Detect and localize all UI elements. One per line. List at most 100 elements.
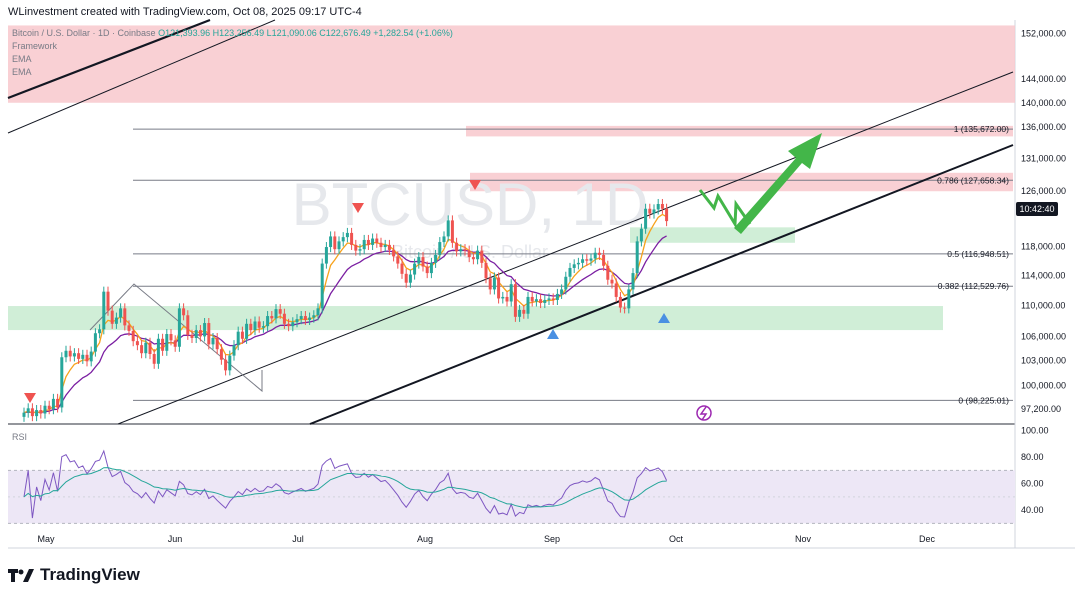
- candle-body-24[interactable]: [123, 308, 127, 326]
- candle-body-45[interactable]: [211, 337, 215, 345]
- target-arrow[interactable]: [734, 133, 822, 234]
- ema-slow-line[interactable]: [23, 235, 667, 414]
- candle-body-131[interactable]: [572, 264, 576, 268]
- candle-body-64[interactable]: [291, 322, 295, 327]
- candle-body-130[interactable]: [568, 267, 572, 277]
- candle-body-103[interactable]: [455, 242, 459, 252]
- candle-body-86[interactable]: [383, 244, 387, 248]
- candle-body-146[interactable]: [635, 241, 639, 274]
- lightning-event-icon[interactable]: [696, 405, 712, 421]
- candle-body-16[interactable]: [89, 351, 93, 362]
- candle-body-5[interactable]: [43, 405, 47, 414]
- candle-body-111[interactable]: [488, 278, 492, 290]
- candle-body-79[interactable]: [354, 244, 358, 251]
- candle-body-14[interactable]: [81, 354, 85, 359]
- zone-demand-3[interactable]: [8, 306, 943, 331]
- candle-body-9[interactable]: [60, 357, 64, 408]
- candle-body-141[interactable]: [614, 283, 618, 297]
- candle-body-123[interactable]: [539, 299, 543, 304]
- candle-body-104[interactable]: [459, 249, 463, 252]
- zone-supply-1[interactable]: [466, 125, 1013, 137]
- candle-body-81[interactable]: [362, 239, 366, 250]
- candle-body-44[interactable]: [207, 323, 211, 345]
- candle-body-110[interactable]: [484, 262, 488, 279]
- candle-body-39[interactable]: [186, 315, 190, 335]
- rsi-ma-line[interactable]: [23, 467, 667, 508]
- candle-body-119[interactable]: [522, 309, 526, 314]
- candle-body-151[interactable]: [656, 204, 660, 210]
- zone-supply-2[interactable]: [470, 172, 1013, 192]
- channel-upper-black-line[interactable]: [7, 18, 211, 100]
- candle-body-133[interactable]: [581, 259, 585, 263]
- candle-body-48[interactable]: [224, 359, 228, 371]
- legend-indicator-ema-2[interactable]: EMA: [12, 67, 32, 77]
- candle-body-57[interactable]: [261, 326, 265, 328]
- candle-body-46[interactable]: [215, 337, 219, 350]
- candle-body-3[interactable]: [35, 410, 39, 417]
- candle-body-20[interactable]: [106, 291, 110, 311]
- candle-body-42[interactable]: [198, 330, 202, 337]
- candle-body-54[interactable]: [249, 323, 253, 331]
- candle-body-125[interactable]: [547, 298, 551, 300]
- candle-body-107[interactable]: [471, 257, 475, 260]
- candle-body-73[interactable]: [329, 236, 333, 248]
- candle-body-10[interactable]: [64, 350, 68, 358]
- candle-body-26[interactable]: [131, 330, 135, 342]
- candle-body-117[interactable]: [513, 284, 517, 317]
- candle-body-55[interactable]: [253, 321, 257, 331]
- candle-body-43[interactable]: [203, 323, 207, 337]
- candle-body-33[interactable]: [161, 338, 165, 351]
- candle-body-91[interactable]: [404, 273, 408, 283]
- candle-body-88[interactable]: [392, 249, 396, 257]
- candle-body-129[interactable]: [564, 276, 568, 290]
- candle-body-30[interactable]: [148, 342, 152, 355]
- candle-body-128[interactable]: [560, 289, 564, 294]
- candle-body-96[interactable]: [425, 266, 429, 274]
- candle-body-106[interactable]: [467, 250, 471, 258]
- candle-body-126[interactable]: [551, 298, 555, 300]
- candle-body-102[interactable]: [450, 220, 454, 243]
- candle-body-12[interactable]: [72, 353, 76, 357]
- rsi-pane-label[interactable]: RSI: [12, 432, 28, 442]
- candle-body-143[interactable]: [623, 307, 627, 309]
- candle-body-35[interactable]: [169, 334, 173, 341]
- candle-body-120[interactable]: [526, 296, 530, 314]
- candle-body-98[interactable]: [434, 254, 438, 263]
- candle-body-72[interactable]: [324, 247, 328, 264]
- signal-marker-up-4[interactable]: [658, 313, 670, 323]
- candle-body-101[interactable]: [446, 220, 450, 237]
- candle-body-85[interactable]: [379, 242, 383, 248]
- candle-body-105[interactable]: [463, 249, 467, 251]
- candle-body-78[interactable]: [350, 232, 354, 245]
- candle-body-1[interactable]: [26, 408, 30, 413]
- candle-body-36[interactable]: [173, 340, 177, 347]
- zone-demand-4[interactable]: [630, 227, 795, 243]
- pullback-arrow[interactable]: [698, 189, 752, 229]
- zone-supply-0[interactable]: [8, 25, 1015, 103]
- candle-body-95[interactable]: [421, 257, 425, 267]
- candle-body-67[interactable]: [303, 316, 307, 320]
- candle-body-52[interactable]: [240, 331, 244, 339]
- candle-body-100[interactable]: [442, 236, 446, 243]
- candle-body-19[interactable]: [102, 291, 106, 330]
- candle-body-68[interactable]: [308, 317, 312, 320]
- candle-body-11[interactable]: [68, 350, 72, 357]
- candle-body-93[interactable]: [413, 263, 417, 275]
- candle-body-15[interactable]: [85, 354, 89, 362]
- candle-body-22[interactable]: [114, 317, 118, 324]
- candle-body-149[interactable]: [648, 208, 652, 214]
- candle-body-28[interactable]: [140, 345, 144, 354]
- candle-body-114[interactable]: [501, 296, 505, 299]
- candle-body-53[interactable]: [245, 323, 249, 339]
- candle-body-74[interactable]: [333, 236, 337, 250]
- legend-indicator-framework[interactable]: Framework: [12, 41, 58, 51]
- candle-body-121[interactable]: [530, 296, 534, 302]
- candle-body-4[interactable]: [39, 410, 43, 414]
- candle-body-32[interactable]: [156, 338, 160, 364]
- candle-body-13[interactable]: [77, 353, 81, 359]
- candle-body-34[interactable]: [165, 334, 169, 351]
- candle-body-137[interactable]: [597, 252, 601, 255]
- candle-body-56[interactable]: [257, 321, 261, 328]
- candle-body-59[interactable]: [270, 316, 274, 319]
- candle-body-6[interactable]: [47, 405, 51, 410]
